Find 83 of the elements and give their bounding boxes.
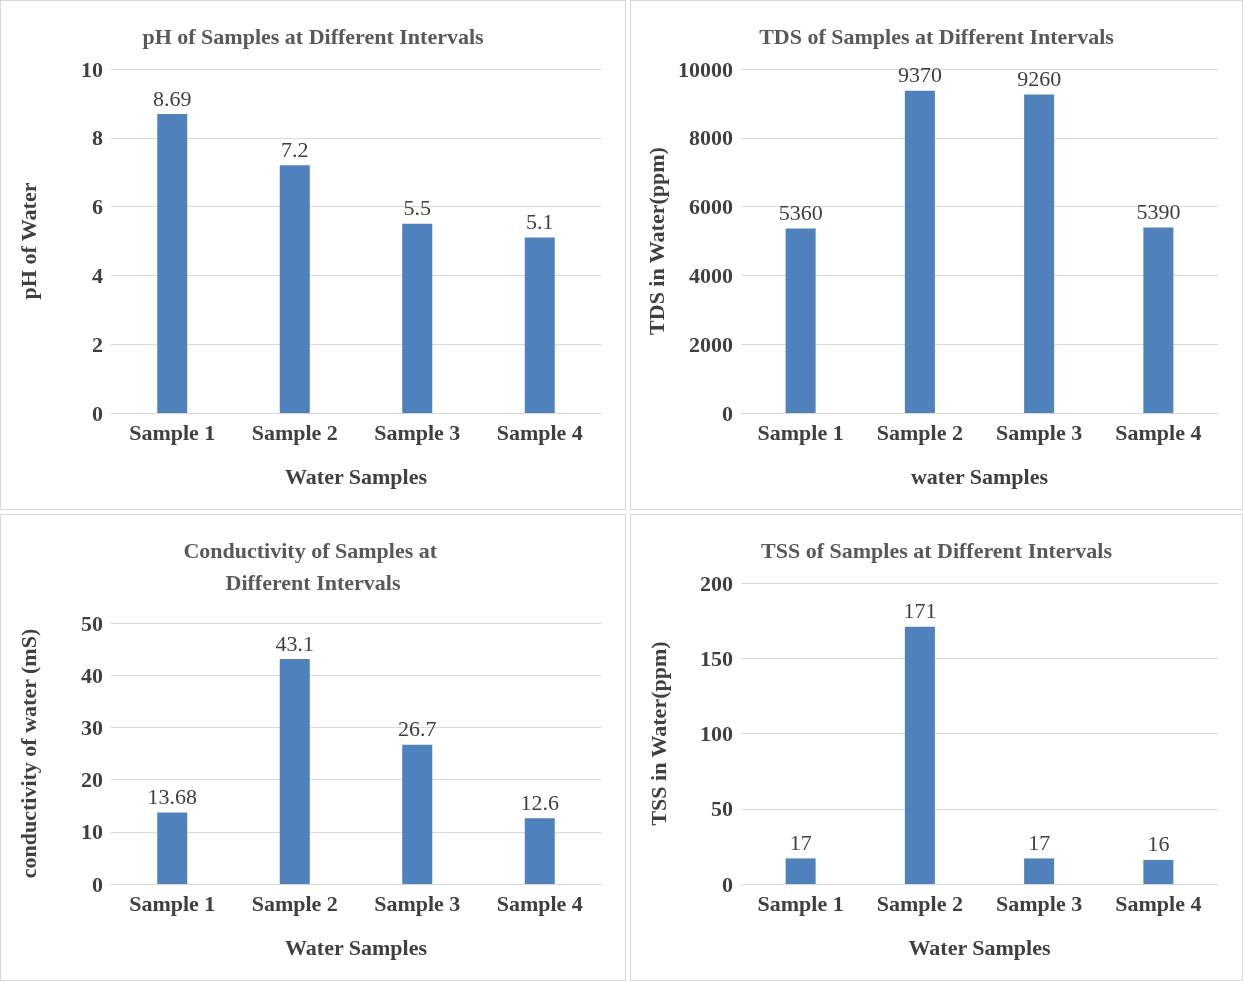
- y-tick-label: 20: [81, 767, 103, 793]
- chart-title: pH of Samples at Different Intervals: [142, 23, 485, 49]
- data-label: 171: [903, 598, 937, 624]
- bar: [1143, 227, 1174, 413]
- x-tick-label: Sample 2: [876, 419, 963, 445]
- x-tick-label: Sample 3: [374, 419, 461, 445]
- x-tick-label: Sample 3: [996, 419, 1083, 445]
- x-tick-label: Sample 3: [374, 890, 461, 916]
- data-label: 5360: [778, 200, 823, 226]
- x-tick-label: Sample 4: [1115, 419, 1202, 445]
- data-label: 17: [789, 829, 812, 855]
- y-tick-label: 6: [92, 194, 103, 220]
- bar: [279, 659, 310, 884]
- data-label: 9370: [897, 62, 942, 88]
- y-axis-title: TSS in Water(ppm): [645, 641, 671, 826]
- x-axis-title: Water Samples: [285, 463, 428, 489]
- x-tick-label: Sample 4: [496, 890, 583, 916]
- bar: [279, 165, 310, 413]
- y-tick-label: 40: [81, 662, 103, 688]
- bar: [904, 626, 935, 884]
- y-tick-label: 150: [700, 645, 733, 671]
- bar: [524, 237, 555, 413]
- x-tick-label: Sample 1: [757, 419, 844, 445]
- x-tick-label: Sample 4: [496, 419, 583, 445]
- x-tick-label: Sample 2: [251, 890, 338, 916]
- y-tick-label: 2: [92, 331, 103, 357]
- y-tick-label: 0: [92, 400, 103, 426]
- bar: [1143, 859, 1174, 884]
- data-label: 5390: [1136, 199, 1181, 225]
- bar: [402, 223, 433, 413]
- y-tick-label: 10000: [678, 56, 733, 82]
- x-tick-label: Sample 1: [129, 890, 216, 916]
- y-tick-label: 0: [722, 871, 733, 897]
- data-label: 43.1: [275, 630, 314, 656]
- data-label: 9260: [1017, 65, 1062, 91]
- data-label: 8.69: [153, 85, 192, 111]
- bar: [785, 858, 816, 884]
- x-tick-label: Sample 4: [1115, 890, 1202, 916]
- chart-title: TSS of Samples at Different Intervals: [761, 537, 1113, 563]
- y-axis-title: TDS in Water(ppm): [643, 147, 669, 335]
- y-tick-label: 2000: [689, 331, 733, 357]
- y-tick-label: 30: [81, 714, 103, 740]
- data-label: 5.1: [526, 209, 554, 235]
- y-tick-label: 6000: [689, 194, 733, 220]
- y-tick-label: 200: [700, 570, 733, 596]
- bar: [157, 114, 188, 413]
- bar: [1024, 94, 1055, 413]
- y-tick-label: 100: [700, 721, 733, 746]
- x-tick-label: Sample 1: [129, 419, 216, 445]
- bar: [524, 818, 555, 884]
- x-tick-label: Sample 2: [876, 890, 963, 916]
- y-tick-label: 50: [81, 610, 103, 636]
- chart-title: TDS of Samples at Different Intervals: [759, 23, 1115, 49]
- bar: [1024, 858, 1055, 884]
- y-tick-label: 4: [92, 262, 103, 288]
- x-tick-label: Sample 2: [251, 419, 338, 445]
- data-label: 5.5: [403, 195, 431, 221]
- bar: [157, 812, 188, 884]
- y-tick-label: 10: [81, 56, 103, 82]
- x-tick-label: Sample 3: [996, 890, 1083, 916]
- y-tick-label: 10: [81, 819, 103, 845]
- y-tick-label: 0: [92, 871, 103, 897]
- y-tick-label: 0: [722, 400, 733, 426]
- bar: [904, 90, 935, 413]
- y-tick-label: 8: [92, 125, 103, 151]
- x-axis-title: water Samples: [910, 463, 1049, 489]
- bar: [402, 744, 433, 884]
- data-label: 12.6: [520, 789, 559, 815]
- x-axis-title: Water Samples: [908, 934, 1051, 960]
- data-label: 13.68: [147, 784, 197, 810]
- chart-title: Conductivity of Samples at Different Intervals: [183, 537, 443, 595]
- y-tick-label: 4000: [689, 262, 733, 288]
- data-label: 17: [1028, 829, 1051, 855]
- bar: [785, 228, 816, 413]
- data-label: 16: [1147, 831, 1170, 857]
- x-tick-label: Sample 1: [757, 890, 844, 916]
- data-label: 7.2: [281, 136, 309, 162]
- y-axis-title: pH of Water: [15, 182, 41, 300]
- y-tick-label: 50: [711, 796, 733, 822]
- y-axis-title: conductivity of water (mS): [15, 628, 41, 879]
- x-axis-title: Water Samples: [285, 934, 428, 960]
- data-label: 26.7: [398, 716, 437, 742]
- y-tick-label: 8000: [689, 125, 733, 151]
